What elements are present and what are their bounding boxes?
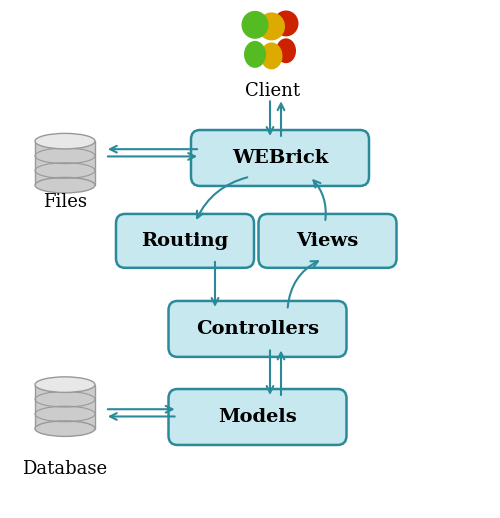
Circle shape (258, 12, 285, 40)
FancyBboxPatch shape (191, 130, 369, 186)
Circle shape (242, 11, 268, 39)
FancyBboxPatch shape (258, 214, 396, 268)
Bar (35, 384, 95, 429)
Text: WEBrick: WEBrick (232, 149, 328, 167)
FancyBboxPatch shape (168, 301, 346, 357)
Text: Client: Client (245, 82, 300, 99)
Ellipse shape (35, 178, 95, 193)
Ellipse shape (276, 38, 296, 63)
Text: Files: Files (43, 193, 87, 211)
Ellipse shape (35, 421, 95, 436)
Ellipse shape (35, 134, 95, 149)
Text: Views: Views (296, 232, 358, 250)
FancyBboxPatch shape (168, 389, 346, 445)
FancyBboxPatch shape (116, 214, 254, 268)
Ellipse shape (244, 41, 266, 68)
Text: Models: Models (218, 408, 297, 426)
Text: Routing: Routing (142, 232, 229, 250)
Text: Controllers: Controllers (196, 320, 319, 338)
Text: Database: Database (22, 460, 107, 478)
Circle shape (274, 10, 298, 36)
Ellipse shape (35, 377, 95, 393)
Bar (35, 141, 95, 185)
Ellipse shape (260, 42, 282, 69)
